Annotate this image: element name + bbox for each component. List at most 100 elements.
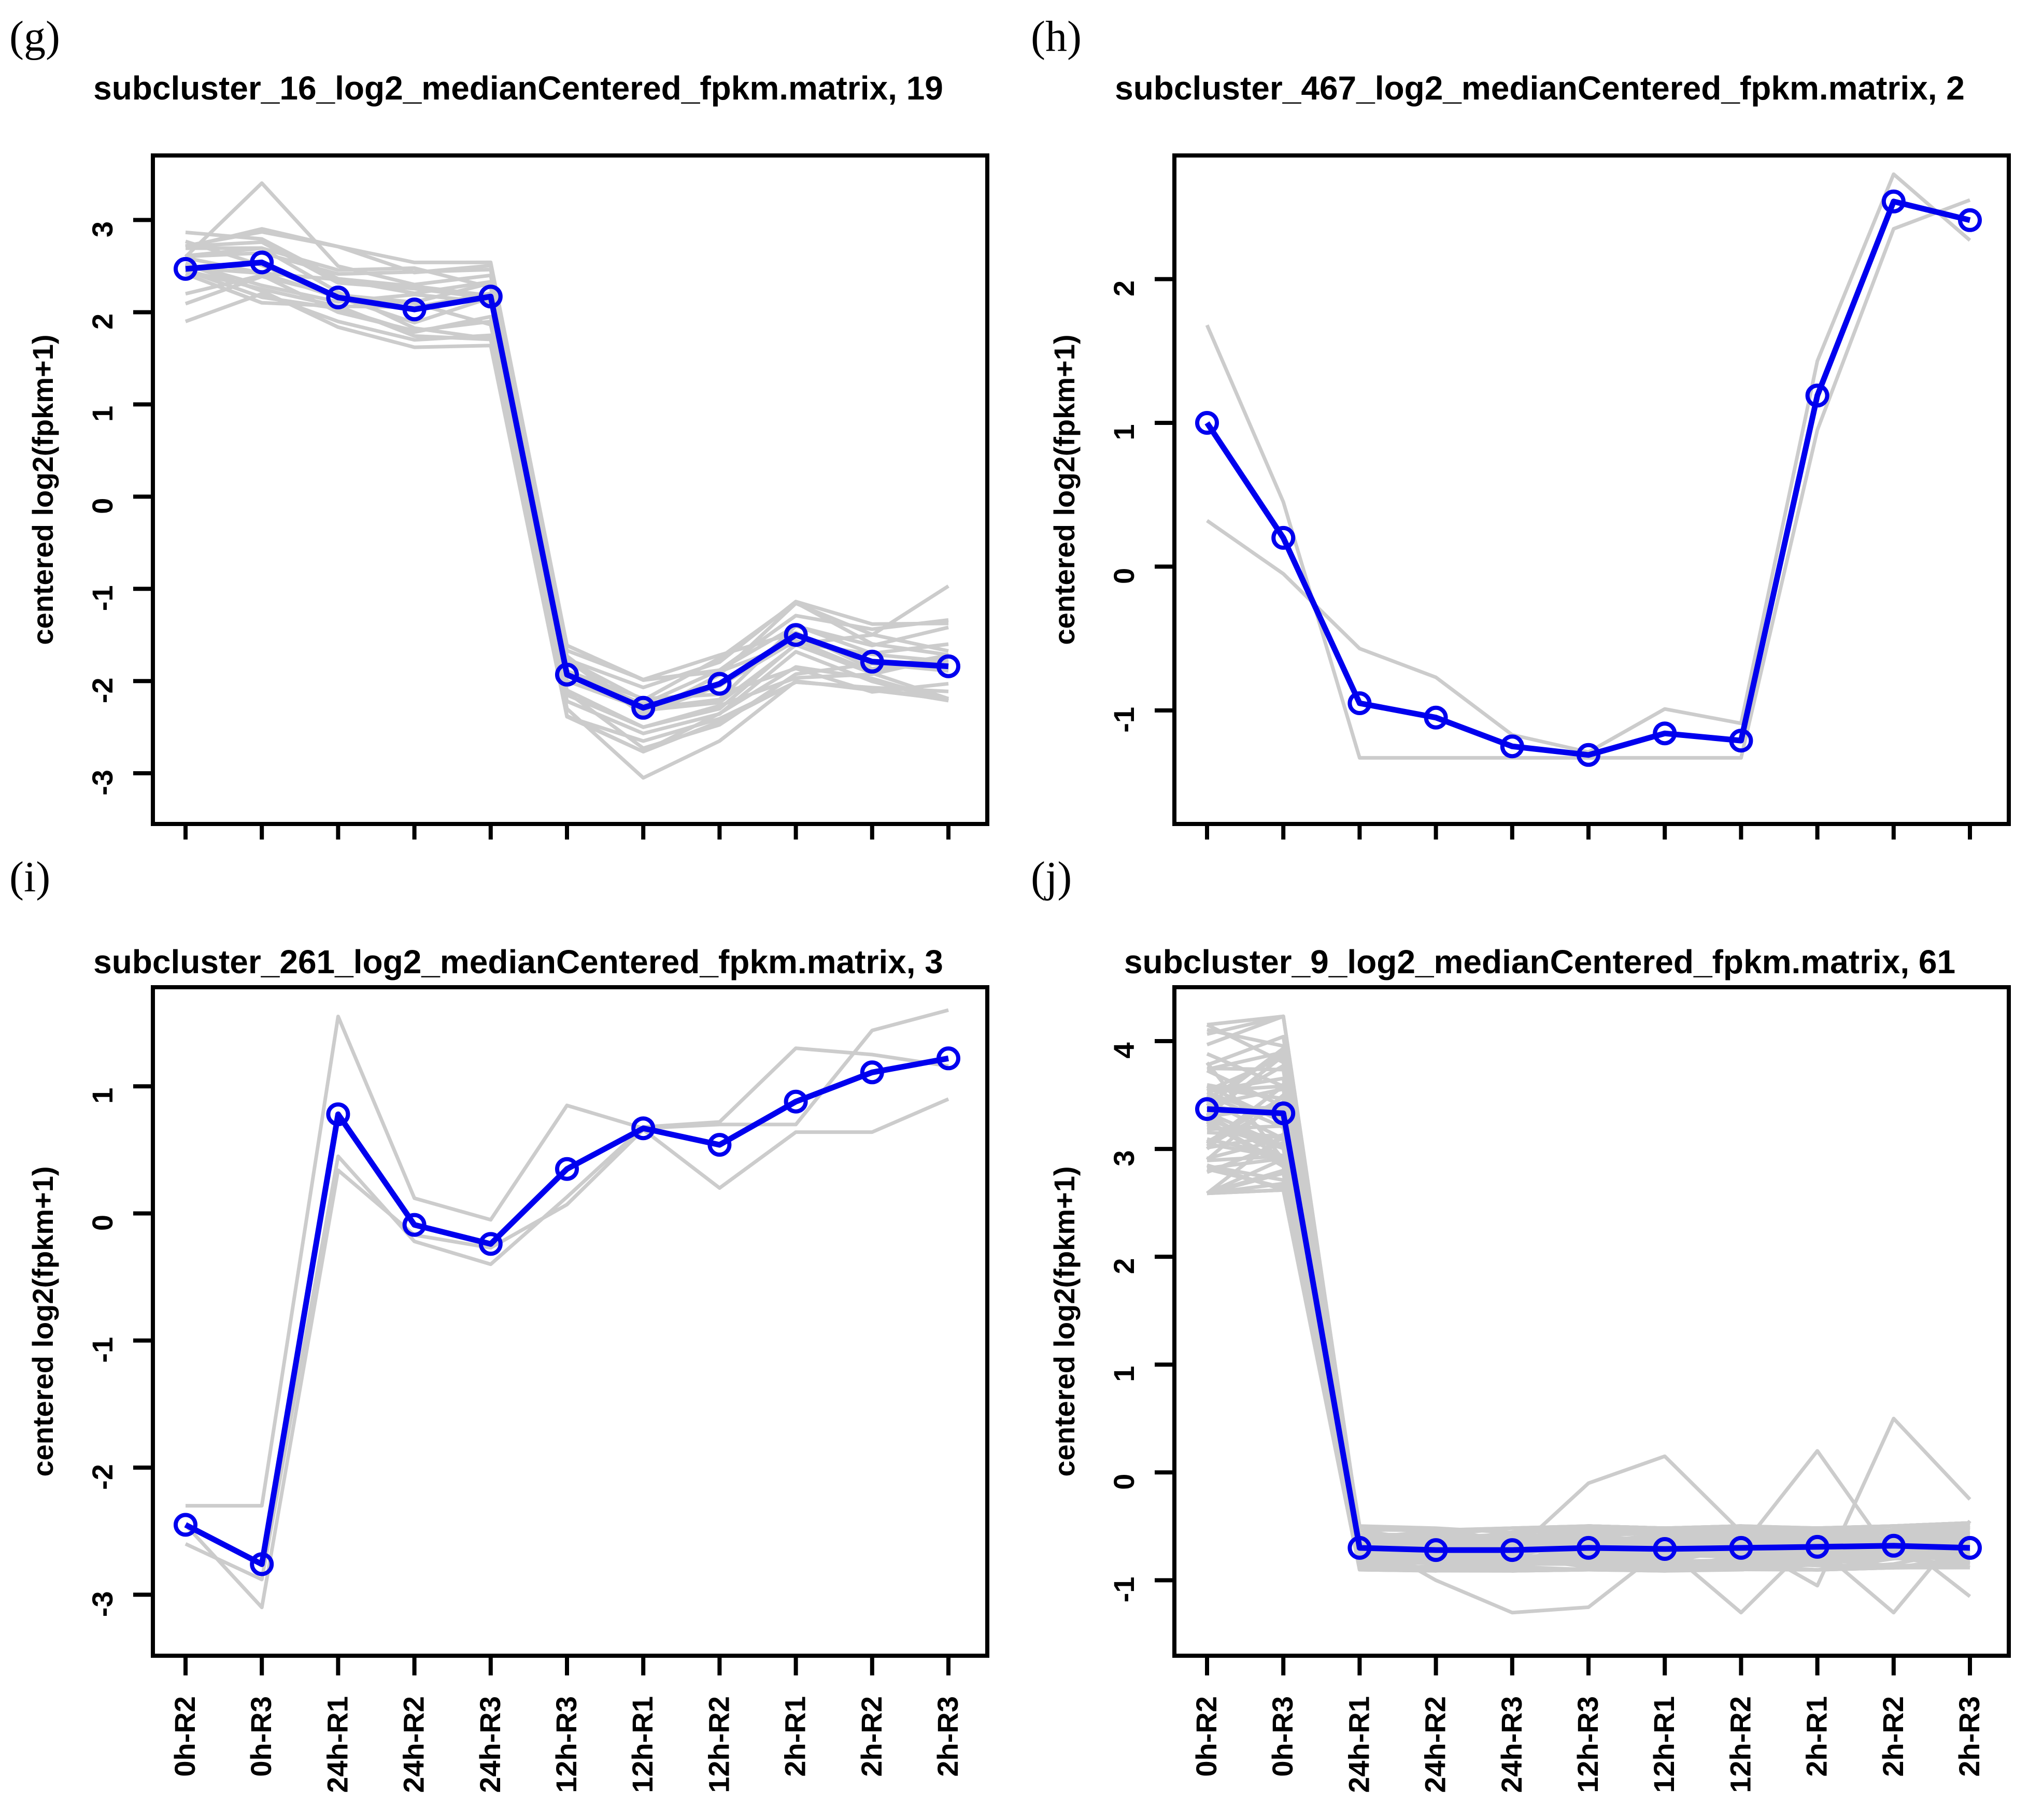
mean-point-marker — [1805, 383, 1829, 408]
plot-box — [151, 985, 989, 1658]
mean-point-marker — [631, 695, 656, 720]
x-tick-label: 24h-R3 — [474, 1696, 506, 1793]
mean-point-marker — [250, 250, 274, 275]
mean-point-marker — [1958, 1535, 1982, 1560]
x-tick-label: 0h-R3 — [1266, 1696, 1299, 1777]
mean-point-marker — [1195, 1097, 1219, 1121]
y-tick-label: -2 — [86, 1464, 119, 1490]
y-tick-label: 0 — [86, 1215, 119, 1231]
y-tick-label: 3 — [1108, 1150, 1140, 1167]
x-tick-label: 12h-R1 — [626, 1696, 659, 1793]
x-tick-label: 12h-R2 — [702, 1696, 735, 1793]
x-tick-label: 24h-R2 — [398, 1696, 430, 1793]
member-line — [184, 181, 949, 711]
x-tick-label: 0h-R2 — [1190, 1696, 1223, 1777]
y-tick-label: 4 — [1108, 1042, 1140, 1058]
y-tick-label: 2 — [86, 314, 119, 330]
mean-point-marker — [1424, 1538, 1448, 1562]
x-tick-label: 2h-R3 — [931, 1696, 964, 1777]
panel-letter: (h) — [1031, 12, 1082, 61]
x-tick-label: 2h-R1 — [1800, 1696, 1833, 1777]
mean-point-marker — [1577, 743, 1600, 767]
member-line — [185, 246, 949, 681]
mean-point-marker — [860, 1060, 884, 1085]
plot-box — [1172, 153, 2011, 826]
mean-point-marker — [326, 286, 350, 309]
mean-point-marker — [631, 1116, 656, 1141]
mean-point-marker — [707, 672, 732, 696]
plot-area: -1 0 1 2 — [1108, 153, 2011, 840]
x-tick-label: 24h-R3 — [1495, 1696, 1528, 1793]
member-line — [1205, 172, 1971, 754]
mean-line — [1204, 198, 1971, 758]
mean-point-marker — [1500, 1538, 1524, 1562]
y-tick-label: 1 — [86, 406, 119, 422]
member-line — [185, 261, 949, 702]
mean-point-marker — [478, 1232, 503, 1256]
x-tick-label: 12h-R1 — [1648, 1696, 1680, 1793]
x-tick-label: 12h-R3 — [550, 1696, 583, 1793]
panel-title: subcluster_261_log2_medianCentered_fpkm.… — [93, 943, 943, 980]
plot-box — [151, 153, 989, 826]
mean-point-marker — [1805, 1534, 1829, 1559]
mean-point-marker — [174, 1513, 197, 1537]
y-tick-label: -1 — [1108, 707, 1140, 733]
mean-point-marker — [1577, 1535, 1600, 1560]
y-tick-label: 0 — [86, 498, 119, 514]
x-tick-label: 0h-R3 — [245, 1696, 277, 1777]
mean-point-marker — [937, 1046, 960, 1071]
member-line — [1207, 1188, 1970, 1573]
mean-point-marker — [937, 654, 960, 678]
mean-point-marker — [1271, 525, 1296, 550]
mean-point-marker — [1653, 721, 1677, 746]
mean-point-marker — [1347, 691, 1372, 715]
x-tick-label: 24h-R1 — [321, 1696, 353, 1793]
plot-area: 0h-R2 0h-R3 24h-R1 24h-R2 24h-R3 12h-R3 12h-R1… — [1108, 985, 2011, 1793]
member-line — [1205, 1054, 1970, 1548]
mean-point-marker — [1881, 189, 1906, 214]
mean-point-marker — [1729, 729, 1753, 753]
mean-point-marker — [784, 1089, 808, 1114]
panel-i: (i) subcluster_261_log2_medianCentered_f… — [9, 853, 989, 1793]
panel-letter: (g) — [9, 12, 60, 61]
mean-line — [185, 259, 949, 711]
x-tick-label: 0h-R2 — [168, 1696, 201, 1777]
panel-j: (j) subcluster_9_log2_medianCentered_fpk… — [1031, 853, 2011, 1793]
mean-point-marker — [402, 1213, 427, 1237]
mean-point-marker — [402, 297, 427, 322]
panel-g: (g) subcluster_16_log2_medianCentered_fp… — [9, 12, 989, 840]
mean-point-marker — [1271, 1101, 1296, 1126]
x-tick-label: 24h-R2 — [1419, 1696, 1452, 1793]
y-tick-label: 1 — [1108, 1366, 1140, 1382]
mean-point-marker — [1347, 1535, 1372, 1560]
y-tick-label: -1 — [1108, 1576, 1140, 1602]
y-axis-label: centered log2(fpkm+1) — [26, 334, 59, 645]
plot-box — [1172, 985, 2011, 1658]
x-tick-label: 12h-R3 — [1571, 1696, 1604, 1793]
x-tick-label: 2h-R3 — [1953, 1696, 1985, 1777]
mean-point-marker — [478, 285, 503, 309]
mean-point-marker — [326, 1102, 350, 1127]
y-tick-label: 2 — [1108, 1258, 1140, 1274]
mean-point-marker — [1881, 1533, 1906, 1558]
y-axis-label: centered log2(fpkm+1) — [26, 1166, 59, 1476]
mean-point-marker — [1424, 705, 1448, 730]
panel-title: subcluster_9_log2_medianCentered_fpkm.ma… — [1124, 943, 1955, 980]
mean-point-marker — [1500, 734, 1524, 759]
member-line — [1207, 1014, 1970, 1542]
mean-point-marker — [1729, 1535, 1753, 1560]
y-tick-label: -3 — [86, 1591, 119, 1617]
y-axis-label: centered log2(fpkm+1) — [1048, 1166, 1081, 1476]
mean-line — [1207, 1106, 1970, 1553]
mean-point-marker — [174, 257, 197, 281]
member-line — [185, 1046, 949, 1582]
x-tick-label: 24h-R1 — [1342, 1696, 1375, 1793]
plot-area: 0h-R2 0h-R3 24h-R1 24h-R2 24h-R3 12h-R3 12h-R1… — [86, 985, 989, 1793]
y-tick-label: 0 — [1108, 568, 1140, 584]
y-tick-label: -1 — [86, 1337, 119, 1363]
x-tick-label: 12h-R2 — [1724, 1696, 1756, 1793]
x-tick-label: 2h-R2 — [1877, 1696, 1909, 1777]
y-tick-label: 2 — [1108, 280, 1140, 296]
panel-title: subcluster_467_log2_medianCentered_fpkm.… — [1115, 69, 1965, 107]
